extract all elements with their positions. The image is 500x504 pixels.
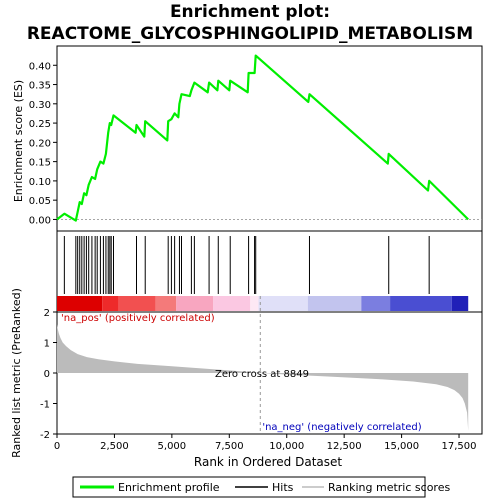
neg-label: 'na_neg' (negatively correlated) <box>262 422 421 433</box>
color-bar-segment-4 <box>176 296 214 311</box>
color-bar-segment-5 <box>213 296 251 311</box>
rank-y-ticks: -2 -1 0 1 2 <box>40 308 57 441</box>
es-y-tick-label-3: 0.15 <box>29 158 51 169</box>
color-bar-segment-7 <box>258 296 308 311</box>
color-bar-segment-0 <box>57 296 103 311</box>
rank-x-ticks: 0 2,500 5,000 7,500 10,000 12,500 15,000 17,500 <box>54 434 477 452</box>
es-y-tick-label-2: 0.10 <box>29 177 51 188</box>
legend-label-hits: Hits <box>272 481 294 494</box>
rank-x-tick-label-6: 15,000 <box>384 441 419 452</box>
rank-x-tick-label-2: 5,000 <box>158 441 187 452</box>
es-y-tick-label-7: 0.35 <box>29 81 51 92</box>
rank-y-tick-label-0: -2 <box>40 430 50 441</box>
es-y-tick-label-0: 0.00 <box>29 215 51 226</box>
es-line-layer <box>56 54 482 222</box>
rank-layer <box>57 324 469 431</box>
pos-label: 'na_pos' (positively correlated) <box>61 313 215 324</box>
es-y-ticks: 0.00 0.05 0.10 0.15 0.20 0.25 0.30 0.35 0.40 <box>29 61 57 226</box>
es-y-tick-label-1: 0.05 <box>29 196 51 207</box>
legend-item-hits: Hits <box>235 481 294 494</box>
color-bar-segment-10 <box>390 296 452 311</box>
rank-x-tick-label-3: 7,500 <box>215 441 244 452</box>
rank-y-tick-label-1: -1 <box>40 400 50 411</box>
es-y-tick-label-5: 0.25 <box>29 119 51 130</box>
rank-x-axis-label: Rank in Ordered Dataset <box>194 455 342 469</box>
chart-title-line1: Enrichment plot: <box>170 2 330 22</box>
color-bar-segment-9 <box>361 296 391 311</box>
color-bar-segment-6 <box>250 296 259 311</box>
rank-x-tick-label-7: 17,500 <box>442 441 477 452</box>
rank-y-tick-label-2: 0 <box>44 369 50 380</box>
color-bar-segment-3 <box>155 296 177 311</box>
color-bar-segment-2 <box>118 296 156 311</box>
rank-y-axis-label: Ranked list metric (PreRanked) <box>10 288 23 458</box>
color-bar-segment-1 <box>102 296 119 311</box>
rank-x-tick-label-1: 2,500 <box>100 441 129 452</box>
rank-x-tick-label-0: 0 <box>54 441 60 452</box>
color-bar-segment-8 <box>307 296 362 311</box>
es-y-tick-label-8: 0.40 <box>29 61 51 72</box>
ranking-metric-area <box>57 324 469 431</box>
rank-x-tick-label-4: 10,000 <box>269 441 304 452</box>
zero-cross-label: Zero cross at 8849 <box>215 369 309 380</box>
es-profile-line <box>56 54 469 222</box>
rank-y-tick-label-3: 1 <box>44 339 50 350</box>
legend-item-ranking: Ranking metric scores <box>302 481 450 494</box>
legend-label-ranking: Ranking metric scores <box>328 481 450 494</box>
legend-label-enrichment: Enrichment profile <box>118 481 220 494</box>
es-panel-frame <box>56 45 483 232</box>
es-y-tick-label-6: 0.30 <box>29 100 51 111</box>
color-bar-segment-11 <box>451 296 469 311</box>
es-y-tick-label-4: 0.20 <box>29 138 51 149</box>
rank-x-tick-label-5: 12,500 <box>327 441 362 452</box>
rank-y-tick-label-4: 2 <box>44 308 50 319</box>
hits-layer <box>63 236 430 294</box>
chart-title-line2: REACTOME_GLYCOSPHINGOLIPID_METABOLISM <box>27 24 473 44</box>
es-y-axis-label: Enrichment score (ES) <box>12 80 25 202</box>
color-bar <box>57 296 469 311</box>
legend-item-enrichment: Enrichment profile <box>80 481 220 494</box>
